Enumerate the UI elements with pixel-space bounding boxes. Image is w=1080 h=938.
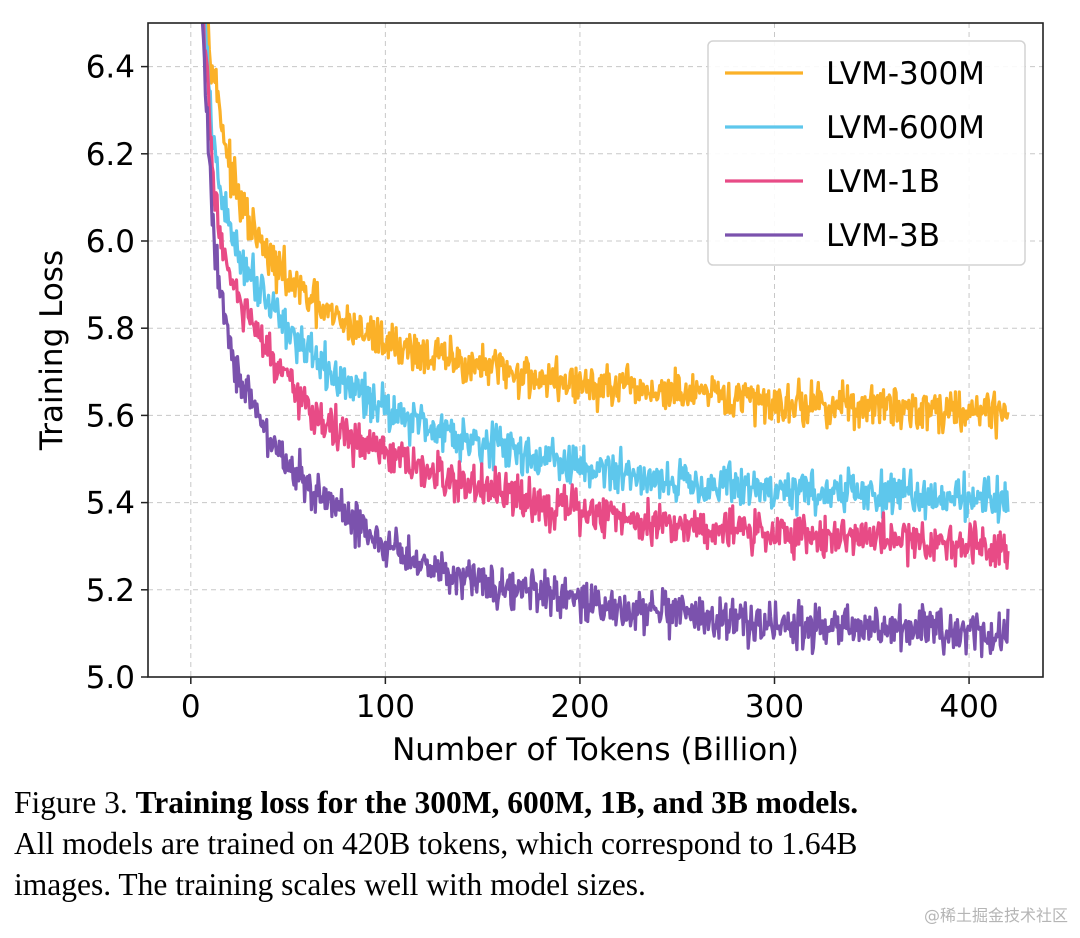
legend-label: LVM-1B	[826, 164, 940, 200]
caption-line-2: All models are trained on 420B tokens, w…	[14, 826, 858, 861]
watermark-text: @稀土掘金技术社区	[923, 906, 1068, 925]
legend-label: LVM-600M	[826, 110, 985, 146]
x-tick-label: 100	[356, 689, 415, 725]
legend: LVM-300M LVM-600M LVM-1B LVM-3B	[707, 40, 1026, 266]
series-line	[203, 23, 1010, 524]
y-axis-label: Training Loss	[34, 250, 70, 451]
x-axis-label: Number of Tokens (Billion)	[392, 732, 799, 768]
training-loss-chart: 0 100 200 300 400 5.0 5.2 5.4 5.6 5.8 6.0 6.2 6.4 Nu…	[34, 22, 1044, 768]
y-tick-label: 5.2	[86, 573, 135, 609]
caption-line-1: Figure 3. Training loss for the 300M, 60…	[14, 782, 1074, 823]
y-tick-label: 6.0	[86, 224, 135, 260]
caption-title: Training loss for the 300M, 600M, 1B, an…	[135, 785, 859, 820]
axis-ticks: 0 100 200 300 400 5.0 5.2 5.4 5.6 5.8 6.0 6.2 6.4	[86, 50, 999, 725]
y-tick-label: 6.2	[86, 137, 135, 173]
series-line	[206, 23, 1010, 440]
x-tick-label: 0	[181, 689, 201, 725]
y-tick-label: 5.0	[86, 660, 135, 696]
x-tick-label: 300	[745, 689, 804, 725]
caption-line-3: images. The training scales well with mo…	[14, 867, 646, 902]
series-line	[202, 23, 1010, 570]
legend-label: LVM-3B	[826, 218, 940, 254]
caption-label: Figure 3.	[14, 785, 128, 820]
series-line	[200, 23, 1010, 659]
series-lines	[200, 23, 1010, 659]
x-tick-label: 400	[939, 689, 998, 725]
legend-box	[707, 40, 1026, 266]
x-tick-label: 200	[550, 689, 609, 725]
y-tick-label: 5.8	[86, 311, 135, 347]
legend-label: LVM-300M	[826, 56, 985, 92]
y-tick-label: 6.4	[86, 50, 135, 86]
plot-frame	[147, 22, 1044, 678]
y-tick-label: 5.6	[86, 398, 135, 434]
figure-caption: Figure 3. Training loss for the 300M, 60…	[14, 782, 1074, 905]
y-tick-label: 5.4	[86, 486, 135, 522]
